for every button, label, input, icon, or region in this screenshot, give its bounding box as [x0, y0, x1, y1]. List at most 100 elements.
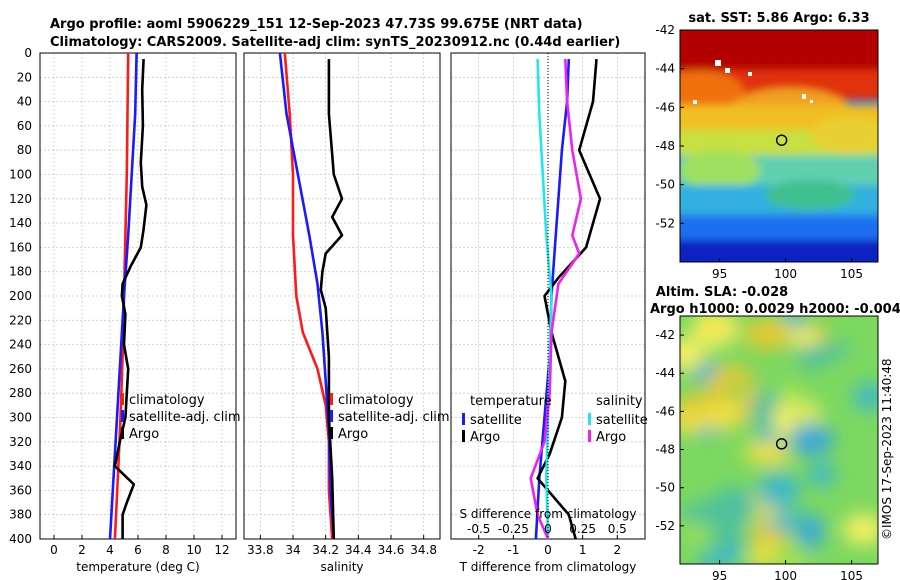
sla-texture-blob — [697, 549, 730, 564]
x-tick-label: 4 — [106, 543, 114, 557]
argo-location-marker — [775, 438, 788, 450]
sla-texture-blob — [787, 328, 820, 347]
sla-texture-blob — [772, 401, 797, 440]
sla-map-title-line2: Argo h1000: 0.0029 h2000: -0.004 — [650, 302, 900, 317]
sla-texture-blob — [682, 501, 728, 524]
sla-texture-blob — [795, 341, 831, 370]
sla-texture-blob — [702, 317, 725, 334]
figure-title-line2: Climatology: CARS2009. Satellite-adj cli… — [50, 35, 620, 50]
x-tick-label: 34.8 — [410, 543, 437, 557]
sla-map-axes: 95 100 105 -42 -44 -46 -48 -50 -52 — [655, 328, 863, 580]
x-tick-label: 2 — [78, 543, 86, 557]
y-tick-label: 160 — [9, 240, 32, 254]
map-x-tick-label: 100 — [774, 267, 797, 281]
legend-title-temperature: temperature — [470, 394, 552, 409]
x-tick-label: 6 — [134, 543, 142, 557]
sla-map-title-line1: Altim. SLA: -0.028 — [656, 285, 788, 300]
legend-swatch — [330, 393, 333, 405]
y-tick-label: 0 — [24, 46, 32, 60]
legend-entry: satellite — [596, 413, 648, 428]
x-tick-label: 33.8 — [247, 543, 274, 557]
legend-swatch — [330, 427, 333, 439]
x-top-tick-label: -0.25 — [498, 522, 529, 536]
map-y-tick-label: -50 — [655, 481, 675, 495]
legend-title-salinity: salinity — [596, 394, 643, 409]
map-y-tick-label: -52 — [655, 216, 675, 230]
sla-map: Altim. SLA: -0.028 Argo h1000: 0.0029 h2… — [650, 285, 900, 580]
x-top-tick-label: -0.5 — [467, 522, 490, 536]
y-tick-label: 60 — [17, 119, 32, 133]
legend-swatch — [121, 410, 124, 422]
y-tick-label: 300 — [9, 411, 32, 425]
map-y-tick-label: -46 — [655, 100, 675, 114]
x-top-tick-label: 0.5 — [608, 522, 627, 536]
legend-swatch — [330, 410, 333, 422]
y-tick-label: 40 — [17, 95, 32, 109]
map-y-tick-label: -44 — [655, 62, 675, 76]
y-tick-label: 260 — [9, 362, 32, 376]
map-x-tick-label: 95 — [712, 569, 727, 580]
x-top-axis-label: S difference from climatology — [460, 507, 637, 521]
difference-panel: -2 -1 0 1 2 T difference from climatology -0.5… — [450, 52, 648, 574]
sla-texture-blob — [743, 320, 791, 350]
figure-title-line1: Argo profile: aoml 5906229_151 12-Sep-20… — [50, 17, 583, 32]
legend-swatch — [121, 427, 124, 439]
x-axis-label: T difference from climatology — [459, 560, 637, 574]
x-tick-label: 34.2 — [312, 543, 339, 557]
y-tick-label: 100 — [9, 168, 32, 182]
legend-entry: satellite — [470, 413, 522, 428]
y-tick-label: 200 — [9, 289, 32, 303]
y-tick-label: 340 — [9, 459, 32, 473]
salinity-panel: 33.8 34 34.2 34.4 34.6 34.8 salinity climatolog… — [243, 52, 450, 574]
map-y-tick-label: -42 — [655, 23, 675, 37]
legend-entry: Argo — [338, 427, 368, 442]
x-tick-label: 0 — [50, 543, 58, 557]
x-tick-label: 2 — [613, 543, 621, 557]
map-x-tick-label: 105 — [840, 267, 863, 281]
legend-swatch — [462, 430, 465, 442]
map-y-tick-label: -48 — [655, 139, 675, 153]
legend-swatch — [588, 413, 591, 425]
map-x-tick-label: 100 — [774, 569, 797, 580]
legend-entry: climatology — [338, 393, 414, 408]
sst-map-title: sat. SST: 5.86 Argo: 6.33 — [688, 11, 869, 26]
y-tick-label: 240 — [9, 338, 32, 352]
legend-swatch — [588, 430, 591, 442]
x-tick-label: -1 — [507, 543, 519, 557]
legend-entry: Argo — [129, 427, 159, 442]
map-x-tick-label: 105 — [840, 569, 863, 580]
y-tick-label: 400 — [9, 532, 32, 546]
legend-entry: satellite-adj. clim — [129, 410, 241, 425]
sla-texture-blob — [743, 441, 783, 464]
y-tick-label: 360 — [9, 483, 32, 497]
plot-frame — [243, 52, 441, 540]
sla-texture-blob — [706, 376, 728, 407]
sla-texture-blob — [680, 337, 705, 371]
sst-map: sat. SST: 5.86 Argo: 6.33 — [655, 11, 879, 281]
legend-swatch — [462, 413, 465, 425]
sla-texture-blob — [788, 423, 834, 456]
y-tick-label: 380 — [9, 508, 32, 522]
map-y-tick-label: -42 — [655, 328, 675, 342]
legend-entry: climatology — [129, 393, 205, 408]
map-y-tick-label: -50 — [655, 178, 675, 192]
legend-entry: satellite-adj. clim — [338, 410, 450, 425]
x-tick-label: 1 — [579, 543, 587, 557]
sla-texture-blob — [852, 382, 878, 411]
series-line-argo — [319, 59, 344, 540]
x-tick-label: 34 — [285, 543, 300, 557]
series-line-s-argo — [529, 59, 583, 540]
x-tick-label: 0 — [544, 543, 552, 557]
x-axis-label: temperature (deg C) — [76, 560, 199, 574]
copyright-text: ©IMOS 17-Sep-2023 11:40:48 — [880, 358, 894, 540]
argo-location-marker — [775, 134, 788, 146]
sla-texture-blob — [764, 512, 809, 532]
map-y-tick-label: -52 — [655, 519, 675, 533]
x-tick-label: 34.4 — [345, 543, 372, 557]
x-tick-label: 10 — [186, 543, 201, 557]
series-line-satellite-adj-clim — [278, 52, 336, 540]
y-tick-label: 180 — [9, 265, 32, 279]
sla-texture-blob — [757, 471, 800, 510]
